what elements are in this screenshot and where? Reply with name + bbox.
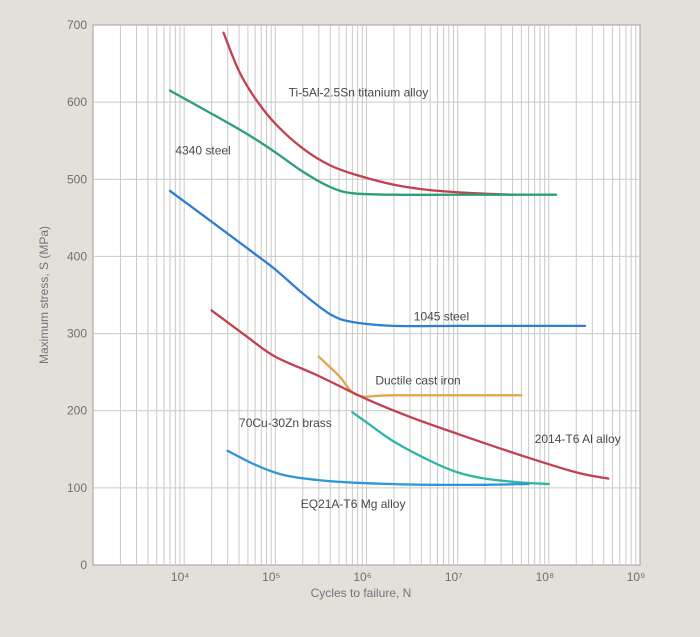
y-tick-label: 700 (67, 18, 87, 32)
y-axis-title: Maximum stress, S (MPa) (37, 226, 51, 364)
series-line-ti-5al-2-5sn-titanium-alloy (222, 31, 514, 196)
series-line-4340-steel (168, 89, 558, 196)
y-tick-labels: 0 100 200 300 400 500 600 700 (67, 18, 87, 572)
x-tick-label: 10⁹ (627, 570, 646, 584)
x-tick-label: 10⁶ (353, 570, 371, 584)
annotation-ti-5al-2-5sn-titanium-alloy: Ti-5Al-2.5Sn titanium alloy (289, 86, 429, 100)
y-tick-label: 200 (67, 404, 87, 418)
annotation-ductile-cast-iron: Ductile cast iron (375, 373, 460, 387)
x-tick-label: 10⁸ (536, 570, 554, 584)
annotation-eq21a-t6-mg-alloy: EQ21A-T6 Mg alloy (301, 497, 406, 511)
annotation-1045-steel: 1045 steel (414, 309, 469, 323)
y-tick-label: 100 (67, 481, 87, 495)
grid (93, 25, 640, 565)
x-tick-labels: 10⁴ 10⁵ 10⁶ 10⁷ 10⁸ 10⁹ (171, 570, 645, 584)
x-tick-label: 10⁵ (262, 570, 280, 584)
series-line-70cu-30zn-brass (351, 411, 550, 486)
annotation-4340-steel: 4340 steel (175, 144, 230, 158)
annotation-layer: Ti-5Al-2.5Sn titanium alloy 4340 steel 104… (175, 86, 620, 511)
series-line-eq21a-t6-mg-alloy (226, 449, 530, 487)
annotation-2014-t6-al-alloy: 2014-T6 Al alloy (535, 432, 621, 446)
x-axis-title: Cycles to failure, N (311, 586, 412, 600)
y-tick-label: 300 (67, 327, 87, 341)
annotation-70cu-30zn-brass: 70Cu-30Zn brass (239, 416, 332, 430)
x-tick-label: 10⁷ (445, 570, 463, 584)
series-line-1045-steel (168, 189, 587, 328)
series-layer (168, 31, 610, 487)
x-tick-label: 10⁴ (171, 570, 190, 584)
y-tick-label: 500 (67, 172, 87, 186)
y-tick-label: 600 (67, 95, 87, 109)
series-line-2014-t6-al-alloy (210, 309, 610, 480)
y-tick-label: 400 (67, 249, 87, 263)
y-tick-label: 0 (80, 558, 87, 572)
